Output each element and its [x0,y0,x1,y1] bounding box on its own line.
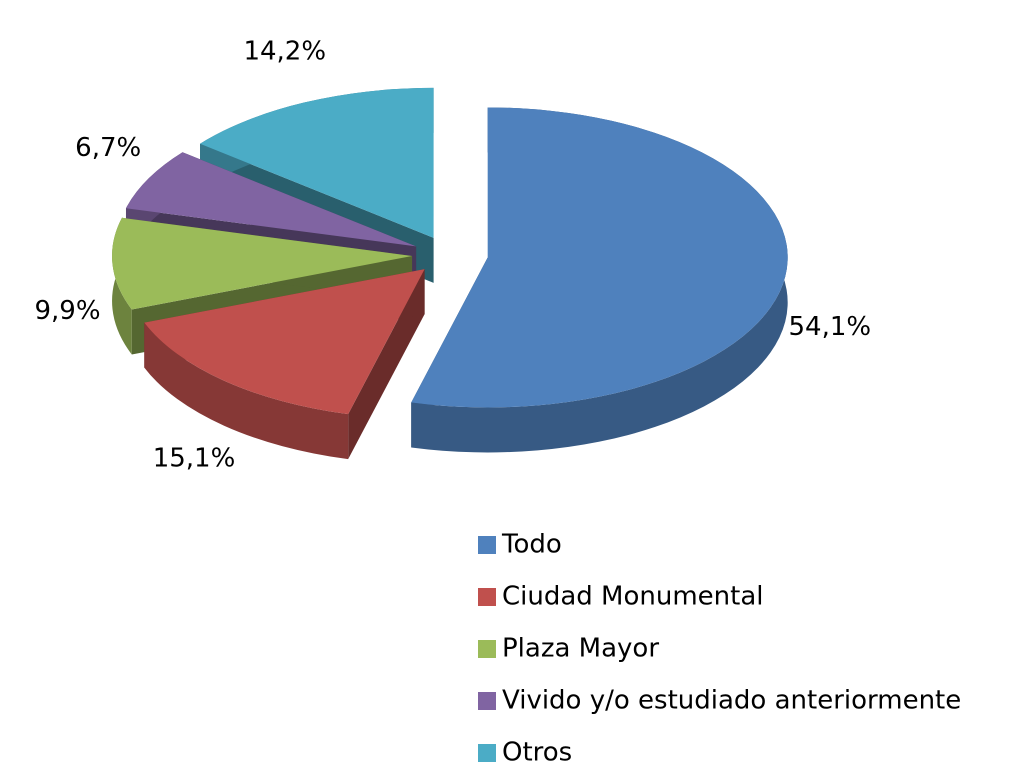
slice-wall [144,322,349,460]
slice [144,269,425,460]
slice [411,107,788,453]
slice-top [144,269,425,415]
legend-swatch [478,588,496,606]
data-label: 14,2% [243,36,326,66]
legend-label: Vivido y/o estudiado anteriormente [502,686,961,716]
legend-swatch [478,744,496,762]
slice-top [112,217,413,310]
legend-label: Todo [501,530,562,560]
data-label: 15,1% [153,444,236,474]
data-label: 9,9% [35,296,101,326]
legend-label: Ciudad Monumental [502,582,764,612]
legend-swatch [478,640,496,658]
data-label: 54,1% [789,312,872,342]
slice-top [125,152,417,247]
legend-swatch [478,692,496,710]
data-label: 6,7% [75,133,141,163]
slice-top [411,107,788,408]
legend-swatch [478,536,496,554]
slice-wall [411,107,788,453]
legend-label: Plaza Mayor [502,634,659,664]
legend-label: Otros [502,738,572,768]
slice-top [200,87,434,238]
